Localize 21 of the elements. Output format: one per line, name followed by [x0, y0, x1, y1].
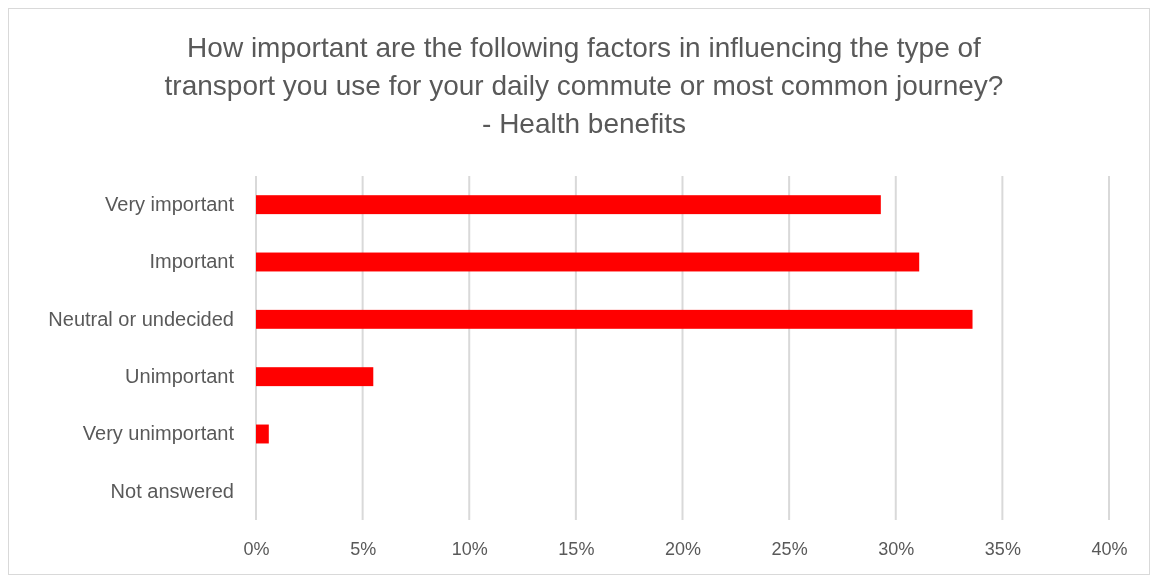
bar	[256, 252, 920, 272]
x-tick-label: 30%	[878, 538, 915, 559]
x-tick-label: 10%	[451, 538, 488, 559]
x-tick-label: 35%	[984, 538, 1021, 559]
x-tick-label: 20%	[664, 538, 702, 559]
chart-title: How important are the following factors in influencing the type of transport you use for your daily commute or most common journey? - Health benefits	[164, 32, 1004, 139]
y-tick-label: Very unimportant	[82, 422, 235, 445]
y-tick-label: Very important	[105, 193, 235, 216]
y-tick-label: Important	[149, 250, 235, 273]
x-tick-label: 15%	[558, 538, 595, 559]
x-tick-label: 40%	[1091, 538, 1128, 559]
bar	[256, 309, 973, 329]
bar	[256, 367, 374, 387]
bar	[256, 195, 881, 215]
x-tick-label: 5%	[350, 538, 377, 559]
bar	[256, 424, 269, 444]
y-tick-label: Unimportant	[125, 365, 235, 388]
y-tick-label: Not answered	[110, 479, 234, 502]
x-tick-label: 0%	[243, 538, 270, 559]
x-tick-label: 25%	[771, 538, 808, 559]
y-tick-label: Neutral or undecided	[48, 307, 234, 330]
